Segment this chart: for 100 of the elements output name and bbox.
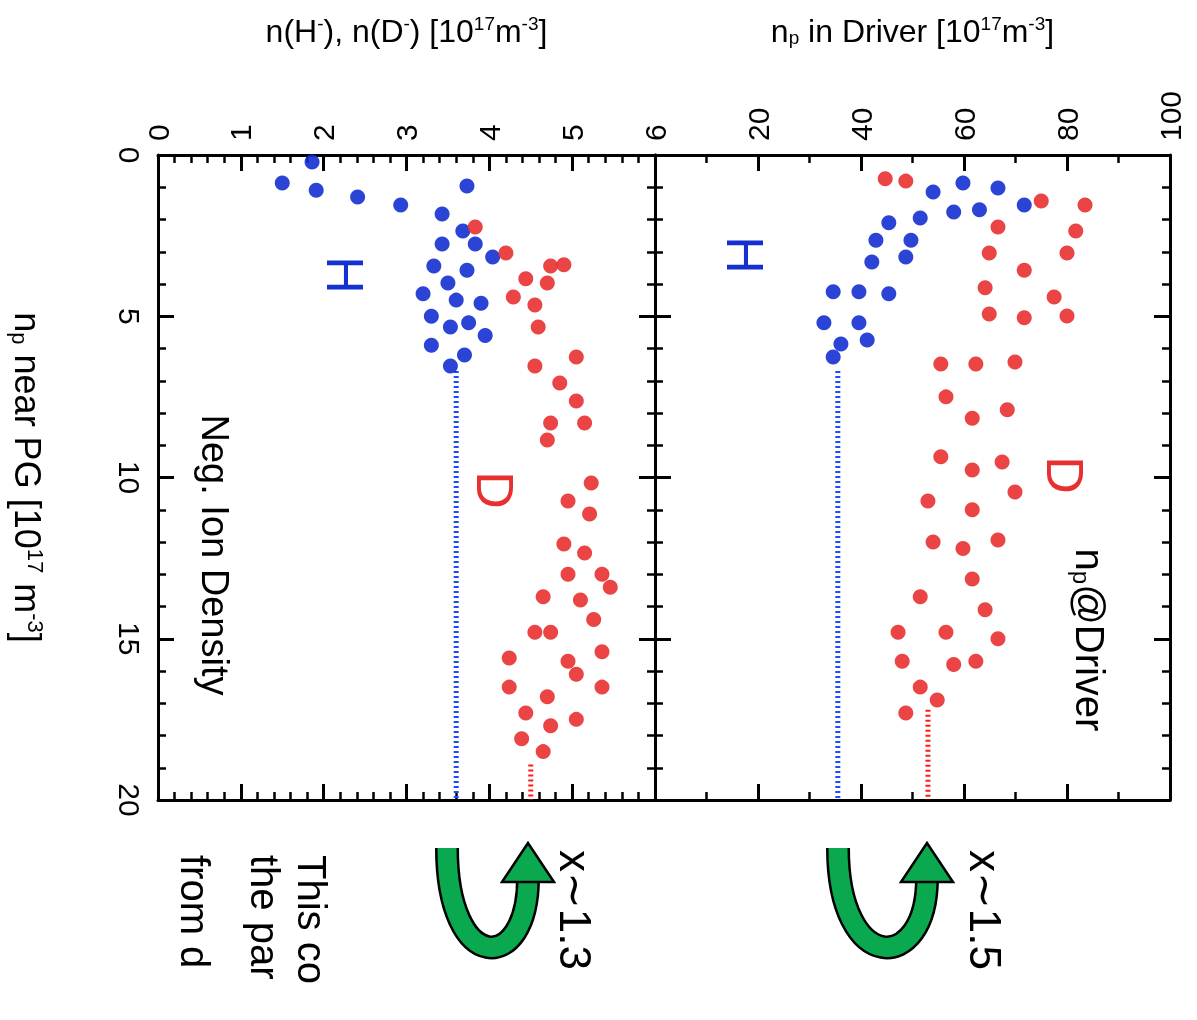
point [999, 402, 1015, 418]
point [423, 308, 439, 324]
point [560, 566, 576, 582]
point [1016, 197, 1032, 213]
point [912, 210, 928, 226]
point [1077, 197, 1093, 213]
point [981, 245, 997, 261]
point [912, 679, 928, 695]
point [968, 653, 984, 669]
point [971, 202, 987, 218]
point [1059, 245, 1075, 261]
x-tick-label: 0 [141, 124, 175, 141]
point [1033, 193, 1049, 209]
point [568, 666, 584, 682]
text: x∼1.5 [960, 850, 1010, 971]
point [964, 462, 980, 478]
point [498, 245, 514, 261]
point [393, 197, 409, 213]
y-tick-label: 10 [112, 460, 146, 495]
point [816, 315, 832, 331]
point [543, 258, 559, 274]
x-tick-label: 4 [472, 124, 506, 141]
point [964, 571, 980, 587]
point [568, 393, 584, 409]
point [1007, 484, 1023, 500]
point [501, 650, 517, 666]
point [308, 182, 324, 198]
point [568, 711, 584, 727]
point [977, 280, 993, 296]
point [477, 328, 493, 344]
point [851, 284, 867, 300]
x-tick-label: 6 [638, 124, 672, 141]
point [514, 731, 530, 747]
point [929, 692, 945, 708]
point [485, 249, 501, 265]
point [881, 286, 897, 302]
point [1007, 354, 1023, 370]
point [448, 292, 464, 308]
point [898, 173, 914, 189]
point [833, 336, 849, 352]
x-tick-label: 60 [947, 107, 981, 141]
point [977, 602, 993, 618]
point [467, 236, 483, 252]
point [543, 718, 559, 734]
annotation: np@Driver [1067, 548, 1112, 732]
point [501, 679, 517, 695]
point [938, 624, 954, 640]
point [274, 175, 290, 191]
point [933, 356, 949, 372]
point [442, 358, 458, 374]
point [426, 258, 442, 274]
text: the par [243, 855, 287, 980]
text: D [1036, 456, 1094, 494]
point [920, 493, 936, 509]
point [1046, 289, 1062, 305]
point [912, 589, 928, 605]
point [552, 375, 568, 391]
point [459, 262, 475, 278]
y-tick-label: 20 [112, 783, 146, 817]
point [877, 171, 893, 187]
y-axis-title: np near PG [1017 m-3] [6, 312, 48, 643]
point [881, 215, 897, 231]
point [539, 689, 555, 705]
point [572, 592, 588, 608]
point [994, 454, 1010, 470]
point [527, 297, 543, 313]
point [964, 502, 980, 518]
text: H [316, 256, 374, 294]
annotation: Neg. Ion Density [194, 414, 236, 696]
point [455, 223, 471, 239]
x-tick-label: 20 [741, 107, 775, 141]
point [467, 219, 483, 235]
point [530, 319, 546, 335]
point [560, 493, 576, 509]
point [568, 349, 584, 365]
text: This co [290, 855, 334, 984]
point [864, 254, 880, 270]
point [898, 705, 914, 721]
point [415, 286, 431, 302]
point [602, 579, 618, 595]
point [518, 271, 534, 287]
point [505, 289, 521, 305]
point [955, 175, 971, 191]
point [903, 232, 919, 248]
point [825, 284, 841, 300]
point [434, 236, 450, 252]
point [898, 249, 914, 265]
point [594, 566, 610, 582]
text: x∼1.3 [550, 850, 600, 971]
x-tick-label: 100 [1153, 90, 1187, 141]
point [946, 204, 962, 220]
point [577, 545, 593, 561]
point [594, 644, 610, 660]
point [990, 631, 1006, 647]
point [955, 540, 971, 556]
x-tick-label: 5 [555, 124, 589, 141]
point [594, 679, 610, 695]
x-tick-label: 1 [224, 124, 258, 141]
point [1059, 308, 1075, 324]
x-tick-label: 3 [390, 124, 423, 141]
